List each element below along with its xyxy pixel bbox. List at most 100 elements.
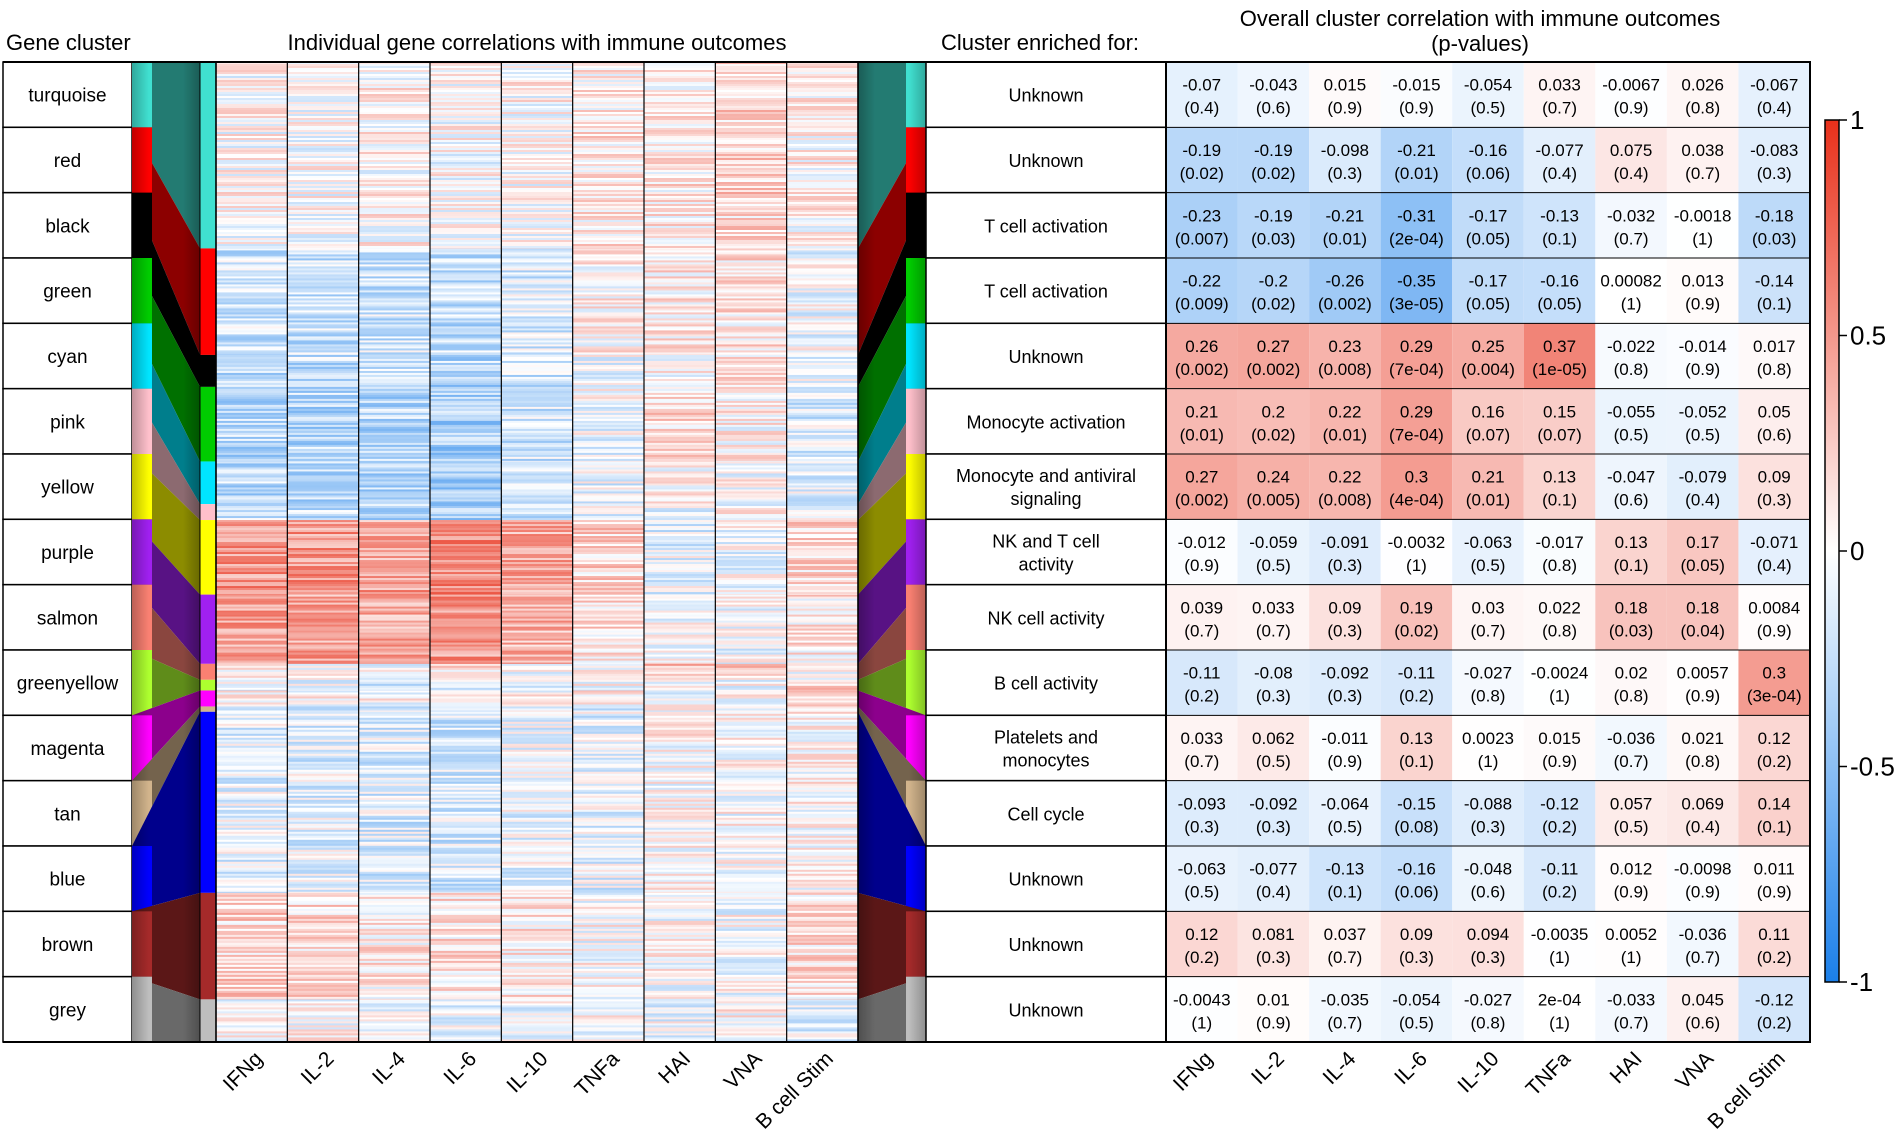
gene-line — [358, 1009, 430, 1012]
gene-line — [715, 202, 787, 205]
gene-line — [501, 180, 573, 183]
gene-line — [358, 268, 430, 271]
gene-line — [216, 863, 288, 867]
gene-line — [715, 418, 787, 422]
gene-line — [572, 946, 644, 950]
gene-line — [287, 124, 359, 127]
correlation-value: 0.22 — [1328, 468, 1361, 487]
gene-line — [572, 831, 644, 835]
gene-line — [786, 408, 858, 412]
gene-line — [216, 883, 288, 887]
gene-line — [358, 875, 430, 879]
gene-line — [501, 644, 573, 647]
gene-line — [786, 208, 858, 211]
gene-line — [501, 900, 573, 904]
gene-line — [644, 406, 716, 410]
gene-line — [644, 795, 716, 799]
gene-line — [572, 815, 644, 819]
gene-line — [358, 210, 430, 213]
gene-line — [786, 162, 858, 165]
gene-line — [644, 924, 716, 928]
gene-line — [715, 284, 787, 287]
gene-line — [715, 914, 787, 918]
gene-line — [287, 922, 359, 926]
gene-line — [501, 66, 573, 69]
correlation-value: 0.29 — [1400, 337, 1433, 356]
gene-line — [287, 266, 359, 269]
correlation-cell — [1309, 323, 1381, 389]
gene-line — [786, 978, 858, 982]
gene-line — [644, 461, 716, 464]
gene-line — [216, 400, 288, 404]
gene-line — [358, 683, 430, 687]
gene-line — [501, 902, 573, 906]
gene-line — [715, 118, 787, 121]
gene-line — [644, 214, 716, 217]
gene-line — [786, 444, 858, 448]
gene-line — [358, 234, 430, 237]
gene-line — [287, 92, 359, 95]
gene-line — [786, 68, 858, 71]
gene-line — [715, 665, 787, 669]
gene-line — [501, 88, 573, 91]
gene-line — [786, 348, 858, 351]
gene-line — [430, 408, 502, 412]
gene-line — [216, 98, 288, 101]
gene-line — [501, 190, 573, 193]
gene-line — [430, 620, 502, 623]
gene-line — [715, 630, 787, 633]
gene-line — [501, 78, 573, 81]
gene-line — [216, 538, 288, 541]
gene-line — [216, 90, 288, 93]
gene-line — [572, 867, 644, 871]
gene-line — [572, 644, 644, 647]
gene-line — [358, 178, 430, 181]
gene-line — [501, 1037, 573, 1040]
gene-line — [358, 467, 430, 470]
gene-line — [572, 940, 644, 944]
gene-line — [715, 92, 787, 95]
gene-line — [572, 322, 644, 325]
p-value: (0.7) — [1184, 752, 1219, 771]
gene-line — [501, 176, 573, 179]
gene-line — [430, 930, 502, 934]
gene-line — [430, 813, 502, 817]
gene-line — [287, 540, 359, 543]
gene-line — [786, 713, 858, 717]
gene-line — [786, 618, 858, 621]
gene-line — [715, 479, 787, 482]
gene-line — [501, 582, 573, 585]
gene-line — [430, 663, 502, 667]
gene-line — [786, 416, 858, 420]
gene-line — [715, 504, 787, 507]
correlation-cell — [1452, 127, 1524, 193]
gene-line — [287, 572, 359, 575]
gene-line — [786, 306, 858, 309]
gene-line — [715, 473, 787, 476]
gene-line — [644, 481, 716, 484]
gene-line — [644, 809, 716, 813]
gene-line — [430, 420, 502, 424]
gene-line — [572, 288, 644, 291]
gene-line — [572, 428, 644, 432]
gene-line — [644, 350, 716, 353]
gene-line — [216, 74, 288, 77]
gene-line — [572, 176, 644, 179]
gene-line — [572, 310, 644, 313]
gene-line — [287, 116, 359, 119]
gene-line — [358, 408, 430, 412]
gene-line — [572, 687, 644, 691]
gene-line — [644, 487, 716, 490]
gene-line — [430, 604, 502, 607]
gene-line — [216, 735, 288, 739]
gene-line — [786, 380, 858, 384]
gene-line — [358, 260, 430, 263]
gene-line — [786, 767, 858, 771]
gene-line — [216, 725, 288, 729]
gene-line — [715, 550, 787, 553]
correlation-value: 0.015 — [1324, 76, 1367, 95]
gene-line — [358, 996, 430, 1000]
gene-line — [216, 340, 288, 343]
gene-line — [715, 763, 787, 767]
gene-line — [786, 658, 858, 661]
